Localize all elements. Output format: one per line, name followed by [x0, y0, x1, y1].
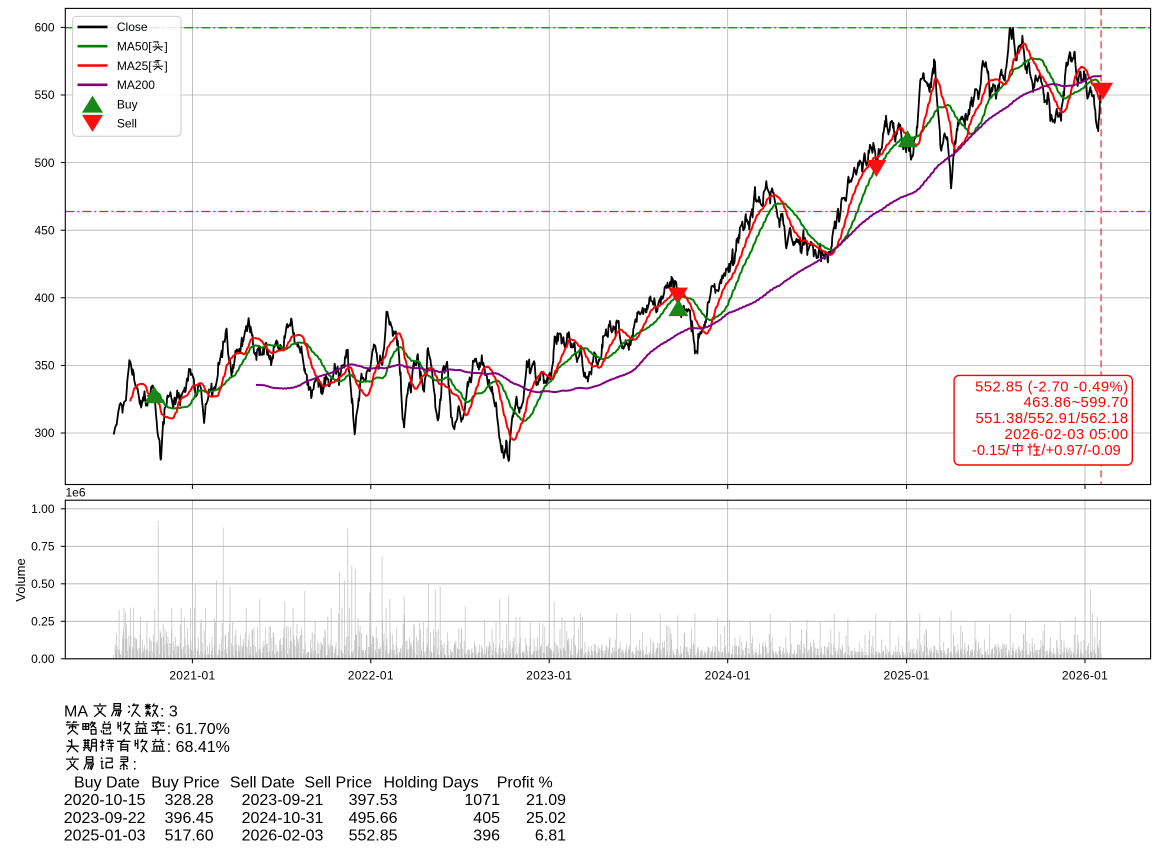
- svg-text:400: 400: [34, 291, 54, 305]
- svg-text:Profit %: Profit %: [497, 774, 553, 791]
- svg-text:2021-01: 2021-01: [169, 669, 215, 683]
- svg-text:MA25[: MA25[: [117, 59, 152, 73]
- svg-text:397.53: 397.53: [349, 792, 398, 809]
- svg-text:Buy Price: Buy Price: [151, 774, 220, 791]
- svg-text:Close: Close: [117, 20, 148, 34]
- svg-text:2023-09-21: 2023-09-21: [242, 792, 324, 809]
- svg-text:MA50[: MA50[: [117, 40, 152, 54]
- svg-text:2025-01: 2025-01: [884, 669, 930, 683]
- svg-text:: 3: : 3: [160, 703, 178, 720]
- svg-text:21.09: 21.09: [526, 792, 566, 809]
- svg-text:551.38/552.91/562.18: 551.38/552.91/562.18: [976, 411, 1129, 427]
- svg-text:: 68.41%: : 68.41%: [167, 739, 230, 756]
- svg-text:Buy: Buy: [117, 97, 138, 111]
- svg-text:500: 500: [34, 156, 54, 170]
- svg-text:2022-01: 2022-01: [348, 669, 394, 683]
- svg-text:6.81: 6.81: [535, 828, 566, 845]
- svg-text:463.86~599.70: 463.86~599.70: [1023, 395, 1128, 411]
- svg-text:2026-01: 2026-01: [1062, 669, 1108, 683]
- svg-text:-0.15/: -0.15/: [972, 443, 1011, 459]
- svg-text:0.75: 0.75: [31, 540, 55, 554]
- svg-text:0.25: 0.25: [31, 615, 55, 629]
- svg-text:Sell Date: Sell Date: [230, 774, 295, 791]
- svg-text:1.00: 1.00: [31, 502, 55, 516]
- svg-text:405: 405: [473, 810, 500, 827]
- svg-text:300: 300: [34, 426, 54, 440]
- svg-text:]: ]: [164, 40, 167, 54]
- svg-text:2025-01-03: 2025-01-03: [64, 828, 146, 845]
- svg-text:Sell Price: Sell Price: [304, 774, 372, 791]
- svg-text:350: 350: [34, 359, 54, 373]
- svg-text:25.02: 25.02: [526, 810, 566, 827]
- svg-text:0.50: 0.50: [31, 577, 55, 591]
- svg-text:600: 600: [34, 21, 54, 35]
- svg-text:2023-01: 2023-01: [526, 669, 572, 683]
- svg-text:Holding Days: Holding Days: [384, 774, 479, 791]
- svg-text:396.45: 396.45: [165, 810, 214, 827]
- svg-text:550: 550: [34, 88, 54, 102]
- svg-text:Volume: Volume: [13, 558, 28, 601]
- svg-text::: :: [133, 757, 137, 774]
- svg-text:/+0.97/-0.09: /+0.97/-0.09: [1041, 443, 1120, 459]
- svg-text:1071: 1071: [464, 792, 500, 809]
- svg-text:MA200: MA200: [117, 78, 155, 92]
- svg-text:517.60: 517.60: [165, 828, 214, 845]
- svg-text:396: 396: [473, 828, 500, 845]
- svg-text:328.28: 328.28: [165, 792, 214, 809]
- svg-text:2024-10-31: 2024-10-31: [242, 810, 324, 827]
- svg-text:450: 450: [34, 223, 54, 237]
- svg-text:]: ]: [164, 59, 167, 73]
- svg-text:552.85: 552.85: [349, 828, 398, 845]
- svg-text:2020-10-15: 2020-10-15: [64, 792, 146, 809]
- svg-text:2026-02-03: 2026-02-03: [242, 828, 324, 845]
- svg-text:1e6: 1e6: [66, 486, 86, 500]
- svg-text:0.00: 0.00: [31, 652, 55, 666]
- svg-text:2026-02-03 05:00: 2026-02-03 05:00: [1004, 427, 1128, 443]
- svg-text:552.85 (-2.70 -0.49%): 552.85 (-2.70 -0.49%): [975, 379, 1128, 395]
- svg-text:: 61.70%: : 61.70%: [167, 721, 230, 738]
- svg-text:Sell: Sell: [117, 117, 137, 131]
- svg-text:2023-09-22: 2023-09-22: [64, 810, 146, 827]
- svg-text:MA: MA: [64, 703, 88, 720]
- svg-text:2024-01: 2024-01: [705, 669, 751, 683]
- svg-text:Buy Date: Buy Date: [74, 774, 140, 791]
- svg-text:495.66: 495.66: [349, 810, 398, 827]
